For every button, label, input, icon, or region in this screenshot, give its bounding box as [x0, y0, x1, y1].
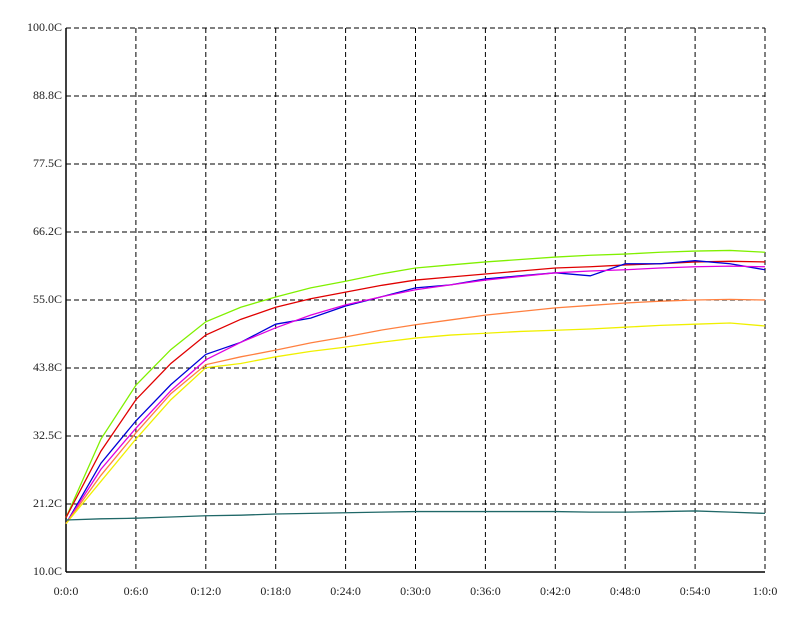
x-tick-label: 0:54:0 [680, 584, 711, 598]
series-line [65, 249, 766, 518]
series-line [65, 265, 766, 524]
series-line [65, 298, 766, 525]
y-tick-label: 88.8C [33, 88, 62, 102]
y-tick-label: 10.0C [33, 564, 62, 578]
x-tick-label: 0:6:0 [124, 584, 149, 598]
y-tick-label: 77.5C [33, 156, 62, 170]
x-tick-label: 0:42:0 [540, 584, 571, 598]
x-tick-label: 0:30:0 [400, 584, 431, 598]
series-line [65, 510, 766, 521]
x-tick-label: 0:18:0 [260, 584, 291, 598]
y-tick-label: 55.0C [33, 292, 62, 306]
x-tick-label: 0:48:0 [610, 584, 641, 598]
x-tick-label: 1:0:0 [753, 584, 778, 598]
x-tick-label: 0:0:0 [54, 584, 79, 598]
y-tick-label: 66.2C [33, 224, 62, 238]
y-tick-label: 32.5C [33, 428, 62, 442]
x-tick-label: 0:36:0 [470, 584, 501, 598]
x-tick-label: 0:12:0 [190, 584, 221, 598]
x-tick-label: 0:24:0 [330, 584, 361, 598]
series-line [65, 322, 766, 525]
y-tick-label: 21.2C [33, 496, 62, 510]
y-tick-label: 100.0C [27, 20, 62, 34]
y-tick-label: 43.8C [33, 360, 62, 374]
series-line [65, 260, 766, 524]
